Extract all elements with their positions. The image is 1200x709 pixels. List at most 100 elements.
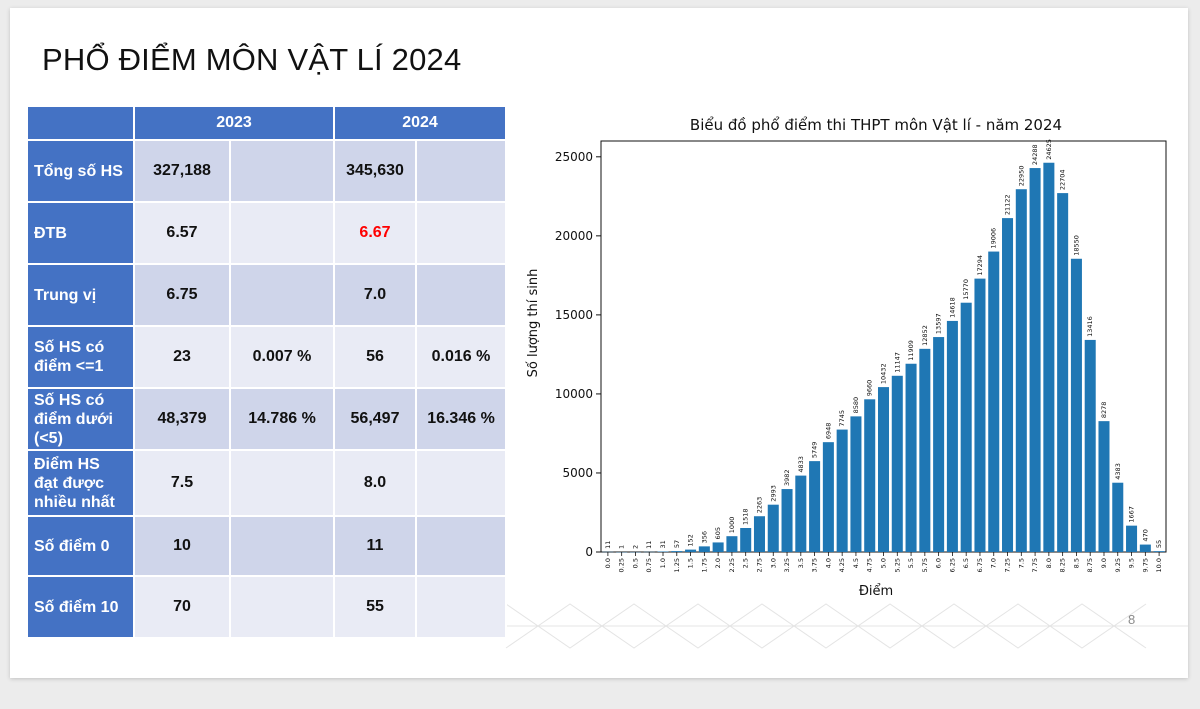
bar-data-label: 31 [659, 540, 667, 548]
bar [1126, 525, 1138, 552]
value-2023: 6.75 [133, 263, 231, 327]
bar-data-label: 4833 [797, 456, 805, 473]
bar-data-label: 2993 [769, 485, 777, 502]
bar [1002, 218, 1014, 552]
value-2024: 55 [333, 575, 417, 639]
bar [1015, 189, 1027, 552]
bar-data-label: 4383 [1114, 463, 1122, 480]
x-tick-label: 5.5 [907, 558, 915, 568]
bar [933, 337, 945, 552]
bar-data-label: 2 [631, 545, 639, 549]
bar [1084, 339, 1096, 552]
x-tick-label: 8.5 [1072, 558, 1080, 568]
y-tick-label: 15000 [555, 308, 593, 322]
bar-data-label: 10432 [880, 363, 888, 384]
chart-svg: Biểu đồ phổ điểm thi THPT môn Vật lí - n… [526, 116, 1167, 599]
table-row: Trung vị 6.75 7.0 [26, 263, 507, 327]
x-tick-label: 3.0 [769, 558, 777, 568]
table-row: Số điểm 10 70 55 [26, 575, 507, 639]
x-tick-label: 8.75 [1086, 558, 1094, 572]
bar [698, 546, 710, 552]
value-2024: 56,497 [333, 387, 417, 451]
y-tick-label: 5000 [562, 466, 593, 480]
row-label: Trung vị [26, 263, 135, 327]
x-axis-label: Điểm [859, 584, 893, 599]
x-tick-label: 3.75 [811, 558, 819, 572]
x-tick-label: 0.5 [631, 558, 639, 568]
x-tick-label: 2.75 [755, 558, 763, 572]
bar-data-label: 356 [700, 531, 708, 543]
row-label: Số HS có điểm dưới (<5) [26, 387, 135, 451]
table-header-row: 2023 2024 [26, 105, 507, 141]
bar [795, 475, 807, 552]
x-tick-label: 7.25 [1004, 558, 1012, 572]
bar [974, 278, 986, 552]
bar [905, 363, 917, 552]
row-label: Số điểm 10 [26, 575, 135, 639]
value-2023: 7.5 [133, 449, 231, 517]
value-2023: 23 [133, 325, 231, 389]
value-2024: 56 [333, 325, 417, 389]
bar [1112, 482, 1124, 552]
row-label: Tổng số HS [26, 139, 135, 203]
x-tick-label: 1.0 [659, 558, 667, 568]
bar-data-label: 15770 [962, 279, 970, 300]
x-tick-label: 0.75 [645, 558, 653, 572]
value-2023: 6.57 [133, 201, 231, 265]
x-tick-label: 4.25 [838, 558, 846, 572]
x-tick-label: 6.25 [948, 558, 956, 572]
x-tick-label: 6.75 [976, 558, 984, 572]
bar-data-label: 57 [673, 540, 681, 548]
x-tick-label: 6.0 [935, 558, 943, 568]
percent-2024 [415, 263, 507, 327]
x-tick-label: 0.0 [604, 558, 612, 568]
bar [1057, 193, 1069, 552]
bar-data-label: 2263 [755, 497, 763, 514]
bar-data-label: 1667 [1128, 506, 1136, 523]
bar-data-label: 24625 [1045, 139, 1053, 160]
bar [850, 416, 862, 552]
table-row: ĐTB 6.57 6.67 [26, 201, 507, 265]
bar [836, 429, 848, 552]
percent-2023 [229, 449, 335, 517]
bar-data-label: 8278 [1100, 402, 1108, 419]
percent-2023 [229, 575, 335, 639]
x-tick-label: 9.25 [1114, 558, 1122, 572]
bar-data-label: 13597 [935, 313, 943, 334]
x-tick-label: 1.5 [687, 558, 695, 568]
percent-2024 [415, 201, 507, 265]
percent-2024 [415, 575, 507, 639]
y-tick-label: 25000 [555, 150, 593, 164]
bar-data-label: 470 [1141, 529, 1149, 541]
score-distribution-chart: Biểu đồ phổ điểm thi THPT môn Vật lí - n… [506, 103, 1188, 603]
chart-title: Biểu đồ phổ điểm thi THPT môn Vật lí - n… [690, 116, 1062, 134]
x-tick-label: 9.75 [1141, 558, 1149, 572]
table-row: Điểm HS đạt được nhiều nhất 7.5 8.0 [26, 449, 507, 517]
x-tick-label: 4.75 [866, 558, 874, 572]
x-tick-label: 3.25 [783, 558, 791, 572]
value-2023: 70 [133, 575, 231, 639]
bar [1098, 421, 1110, 552]
bar-data-label: 152 [687, 534, 695, 546]
bar [946, 320, 958, 552]
row-label: ĐTB [26, 201, 135, 265]
x-tick-label: 7.75 [1031, 558, 1039, 572]
x-tick-label: 2.0 [714, 558, 722, 568]
bar-data-label: 22950 [1017, 166, 1025, 187]
x-tick-label: 10.0 [1155, 558, 1163, 572]
x-tick-label: 9.0 [1100, 558, 1108, 568]
bar-data-label: 605 [714, 527, 722, 539]
percent-2024 [415, 139, 507, 203]
percent-2023: 0.007 % [229, 325, 335, 389]
bar-data-label: 1 [618, 545, 626, 549]
bar [1029, 168, 1041, 552]
header-year-2023: 2023 [133, 105, 335, 141]
x-tick-label: 1.25 [673, 558, 681, 572]
bar-data-label: 11909 [907, 340, 915, 361]
table-row: Số điểm 0 10 11 [26, 515, 507, 577]
slide: PHỔ ĐIỂM MÔN VẬT LÍ 2024 2023 2024 Tổng … [10, 8, 1188, 678]
bar-data-label: 22704 [1059, 169, 1067, 190]
bar [726, 536, 738, 552]
bar-data-label: 6948 [824, 423, 832, 440]
bar [960, 302, 972, 552]
